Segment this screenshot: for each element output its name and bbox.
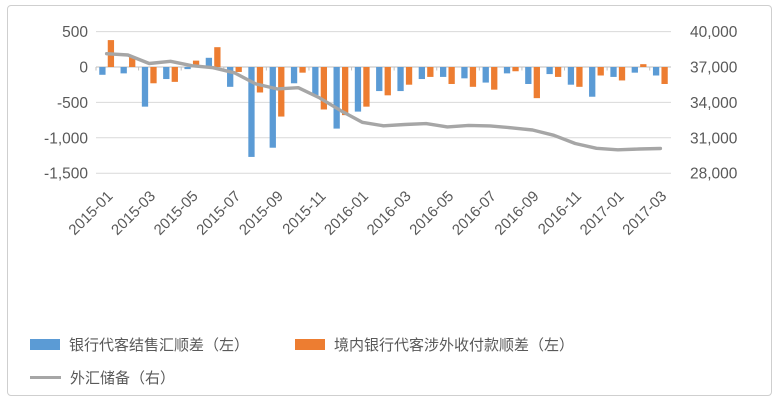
bar <box>384 67 391 96</box>
bar <box>320 67 328 110</box>
bar <box>248 67 255 157</box>
legend-swatch-blue-bar <box>30 339 60 350</box>
x-axis-label: 2015-01 <box>65 188 116 239</box>
svg-text:-1,000: -1,000 <box>44 130 88 147</box>
bar <box>597 67 604 76</box>
svg-text:0: 0 <box>79 60 88 77</box>
bar <box>631 67 638 73</box>
x-axis-label: 2016-07 <box>449 188 500 239</box>
bar <box>512 67 519 72</box>
bar <box>469 67 477 87</box>
bar <box>503 67 511 74</box>
bar <box>227 67 234 87</box>
bar <box>405 67 413 85</box>
x-axis-labels: 2015-012015-032015-052015-072015-092015-… <box>65 188 670 239</box>
x-axis-label: 2015-07 <box>193 188 244 239</box>
bar <box>554 67 562 77</box>
x-axis-label: 2016-09 <box>491 188 542 239</box>
legend-row-1: 银行代客结售汇顺差（左） 境内银行代客涉外收付款顺差（左） <box>30 328 760 361</box>
bar <box>576 67 583 87</box>
bar <box>363 67 370 107</box>
legend-swatch-gray-line <box>30 376 61 379</box>
bar <box>299 67 306 73</box>
bar <box>533 67 540 99</box>
x-axis-label: 2017-03 <box>619 188 670 239</box>
svg-text:31,000: 31,000 <box>690 130 738 147</box>
bar <box>99 67 106 75</box>
bar <box>150 67 157 84</box>
legend-row-2: 外汇储备（右） <box>30 361 760 394</box>
gridlines <box>96 31 671 174</box>
bar <box>376 67 383 92</box>
bar <box>482 67 489 83</box>
bar <box>184 67 191 70</box>
x-axis-label: 2017-01 <box>577 188 628 239</box>
bar <box>439 67 447 77</box>
svg-text:37,000: 37,000 <box>690 60 738 77</box>
bar <box>163 67 170 80</box>
combo-chart-plot: 500 0 -500 -1,000 -1,500 40,000 37,000 34,000 31… <box>44 24 738 239</box>
svg-text:28,000: 28,000 <box>690 166 738 183</box>
legend-item-cross-border-payments-surplus: 境内银行代客涉外收付款顺差（左） <box>295 328 574 361</box>
bar <box>120 67 127 74</box>
legend-item-settlement-surplus: 银行代客结售汇顺差（左） <box>30 334 249 355</box>
bar <box>610 67 617 77</box>
svg-text:34,000: 34,000 <box>690 95 738 112</box>
legend-swatch-orange-bar <box>295 339 325 350</box>
bar <box>491 67 498 90</box>
bar-series-settlement <box>99 57 660 157</box>
bar <box>141 67 149 107</box>
bar <box>256 67 264 93</box>
chart-legend: 银行代客结售汇顺差（左） 境内银行代客涉外收付款顺差（左） 外汇储备（右） <box>30 328 760 394</box>
right-axis-labels: 40,000 37,000 34,000 31,000 28,000 <box>690 24 738 183</box>
x-axis-label: 2016-11 <box>535 188 585 238</box>
x-axis-label: 2015-03 <box>108 188 159 239</box>
category-axis <box>95 66 671 71</box>
bar <box>129 56 136 67</box>
legend-label-fx-reserves: 外汇储备（右） <box>70 370 176 387</box>
x-axis-label: 2016-05 <box>406 188 457 239</box>
legend-label-cross-border-payments-surplus: 境内银行代客涉外收付款顺差（左） <box>334 337 575 354</box>
fx-reserves-line <box>104 52 663 152</box>
x-axis-label: 2015-09 <box>236 188 287 239</box>
bar <box>546 67 553 75</box>
bar <box>525 67 532 84</box>
legend-item-fx-reserves: 外汇储备（右） <box>30 367 175 388</box>
x-axis-label: 2016-03 <box>364 188 415 239</box>
bar <box>652 67 660 76</box>
left-axis-labels: 500 0 -500 -1,000 -1,500 <box>44 24 88 183</box>
bar <box>235 67 242 72</box>
bar <box>567 67 575 85</box>
svg-text:-500: -500 <box>57 95 88 112</box>
bar <box>618 67 626 81</box>
bar <box>397 67 404 92</box>
bar <box>278 67 285 117</box>
bar <box>640 64 647 67</box>
bar <box>312 67 319 96</box>
bar <box>342 67 349 116</box>
bar <box>290 67 298 84</box>
bar <box>418 67 425 80</box>
bar <box>269 67 276 148</box>
bar <box>461 67 468 79</box>
svg-text:-1,500: -1,500 <box>44 166 88 183</box>
svg-text:40,000: 40,000 <box>690 24 738 41</box>
bar <box>354 67 362 112</box>
bar <box>427 67 434 77</box>
bar <box>448 67 455 84</box>
bar <box>171 67 178 82</box>
legend-label-settlement-surplus: 银行代客结售汇顺差（左） <box>69 337 250 354</box>
svg-text:500: 500 <box>62 24 88 41</box>
bar <box>214 47 221 67</box>
bar <box>661 67 668 84</box>
bar-series-payments <box>107 40 668 117</box>
bar <box>333 67 340 129</box>
bar <box>205 57 213 67</box>
x-axis-label: 2015-05 <box>151 188 202 239</box>
bar <box>192 60 200 67</box>
x-axis-label: 2015-11 <box>279 188 329 238</box>
x-axis-label: 2016-01 <box>321 188 372 239</box>
bar <box>589 67 596 97</box>
